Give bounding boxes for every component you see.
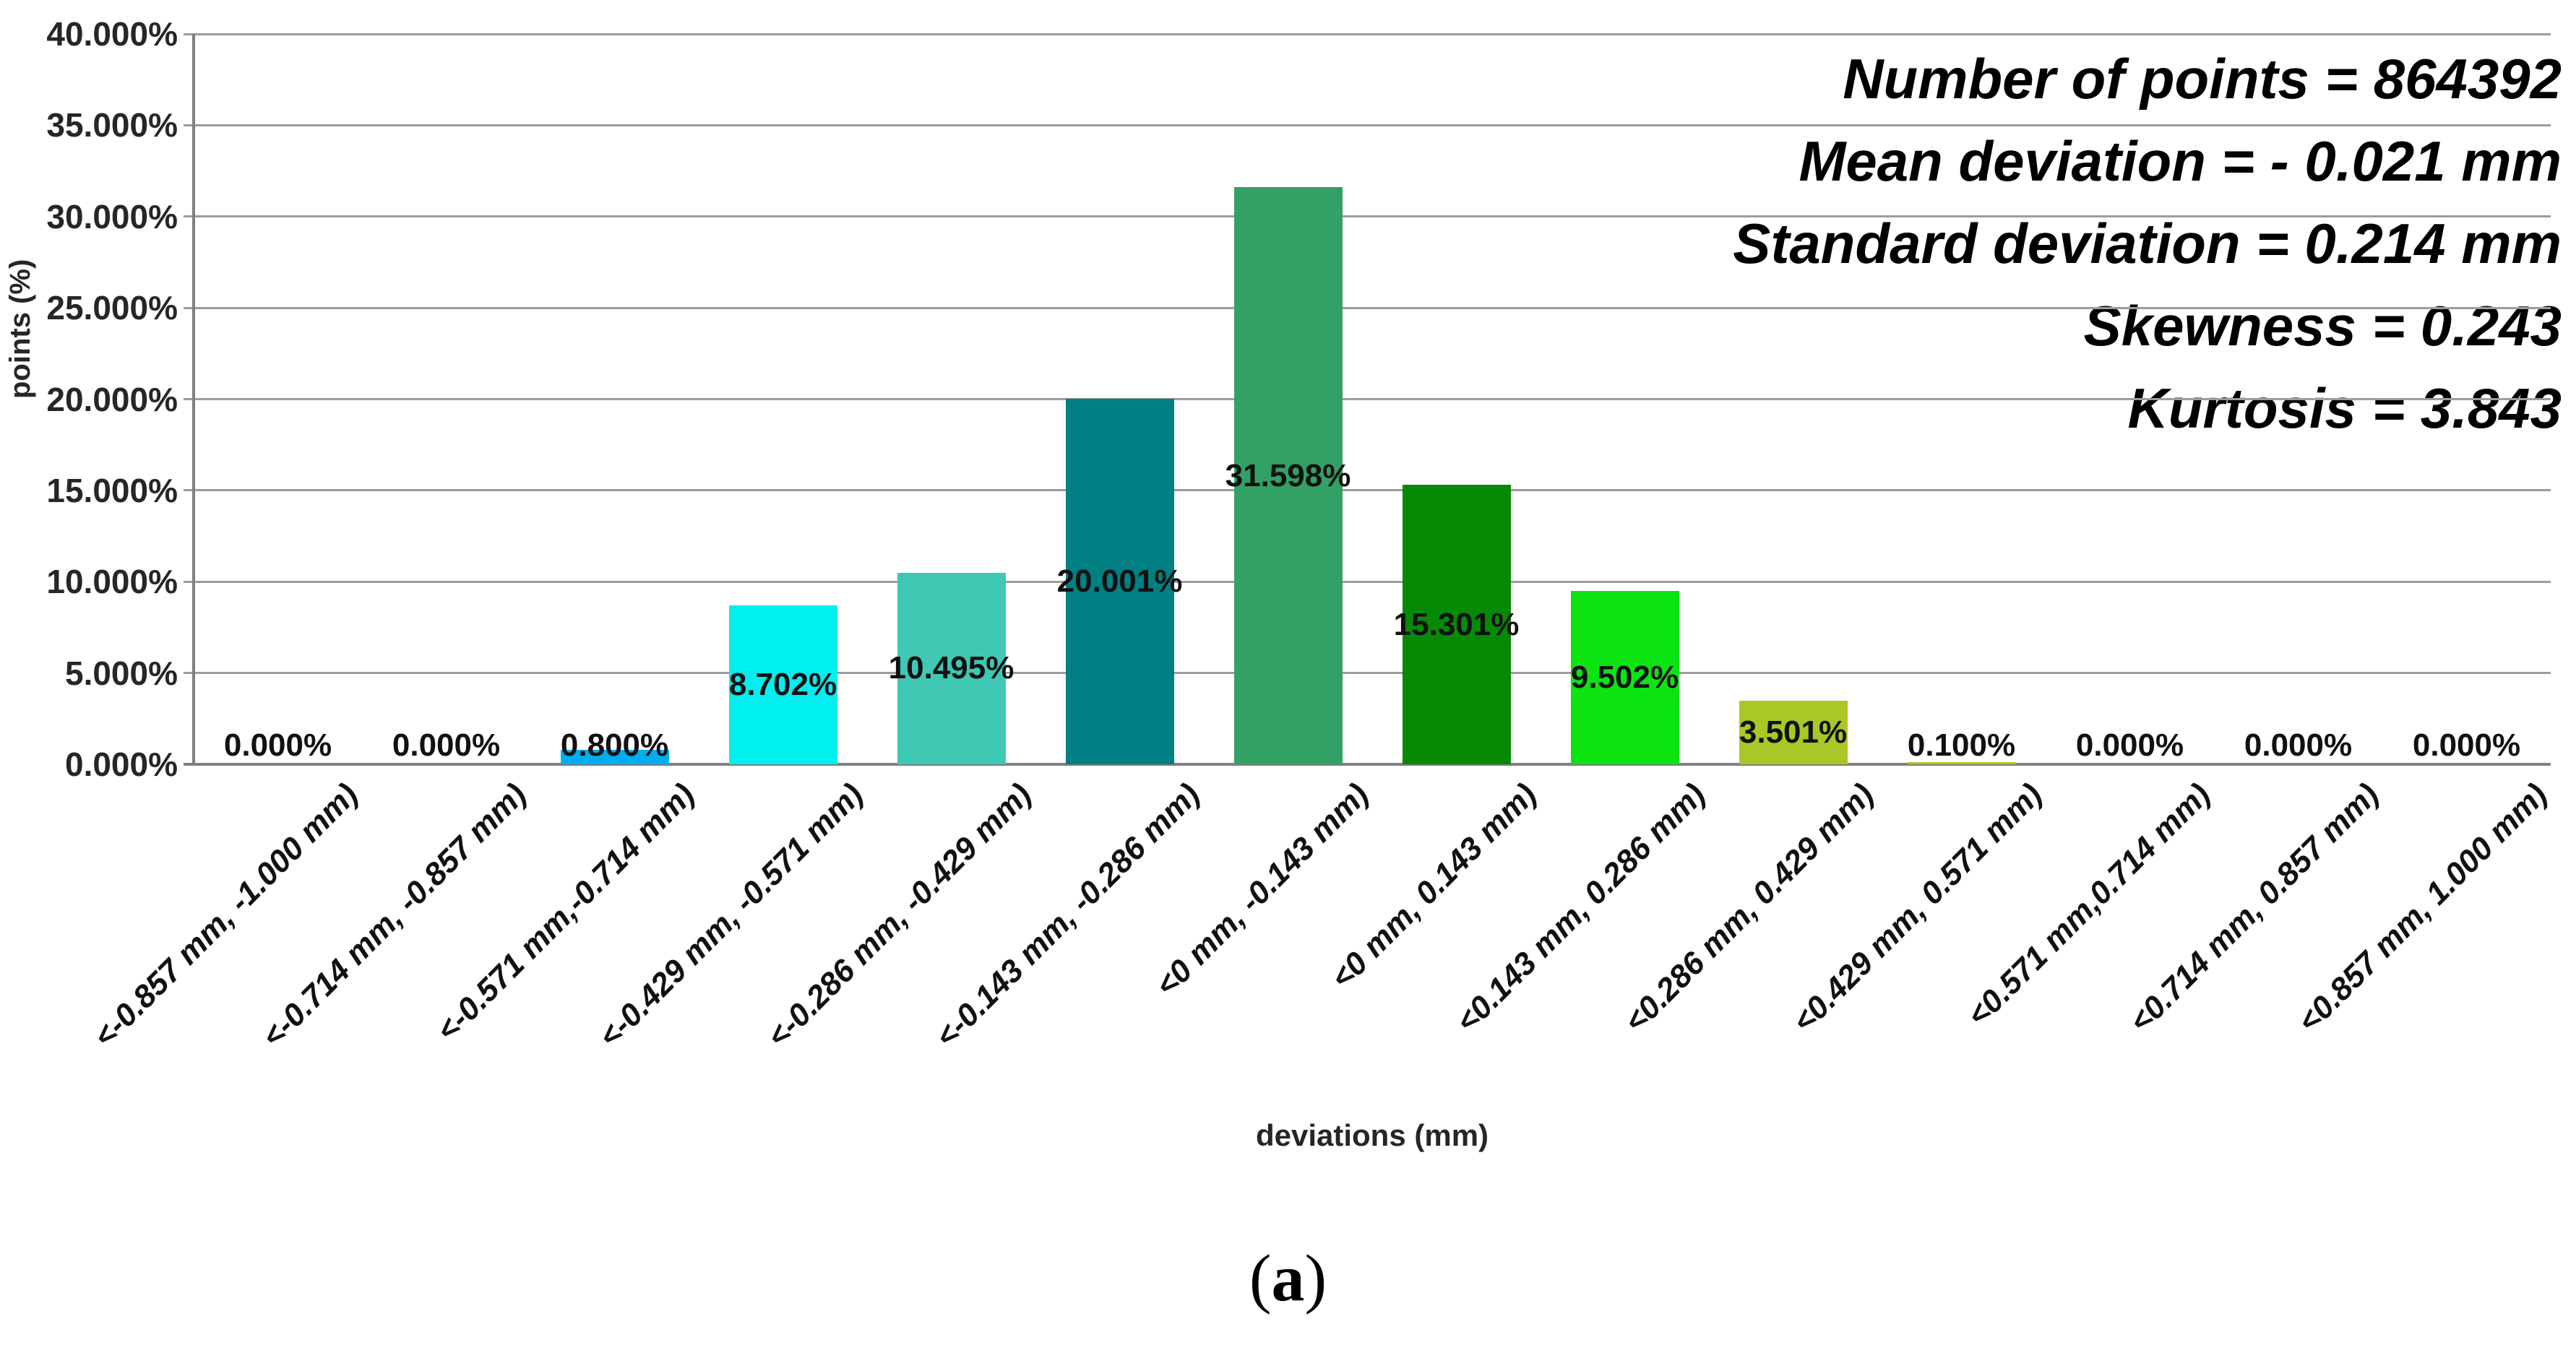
- y-tick-label: 0.000%: [64, 746, 178, 783]
- y-tick-label: 25.000%: [46, 289, 178, 327]
- bar-value-label: 3.501%: [1739, 714, 1848, 750]
- stats-annotation: Number of points = 864392 Mean deviation …: [1733, 38, 2562, 449]
- gridline: [184, 306, 2551, 309]
- caption-paren-open: (: [1249, 1241, 1272, 1315]
- bar: [897, 572, 1006, 764]
- bar: [1907, 762, 2016, 764]
- bar-value-label: 0.000%: [2412, 727, 2521, 763]
- bar-value-label: 20.001%: [1056, 563, 1183, 600]
- x-tick-label: <-0.857 mm, -1.000 mm): [87, 777, 366, 1055]
- bar: [560, 749, 669, 764]
- gridline: [184, 124, 2551, 126]
- gridline: [184, 672, 2551, 675]
- bar-value-label: 0.000%: [2244, 727, 2353, 763]
- bar: [1570, 590, 1679, 764]
- gridline: [184, 580, 2551, 583]
- x-axis-line: [184, 763, 2551, 766]
- y-tick-label: 40.000%: [46, 15, 178, 53]
- bar: [1233, 187, 1343, 764]
- bar-value-label: 15.301%: [1393, 606, 1520, 642]
- bar: [728, 605, 837, 764]
- y-tick-label: 10.000%: [46, 563, 178, 601]
- bar-value-label: 9.502%: [1570, 659, 1679, 695]
- y-axis-title: points (%): [4, 259, 36, 399]
- x-axis-title: deviations (mm): [1255, 1118, 1489, 1152]
- y-tick-label: 20.000%: [46, 380, 178, 418]
- bar-value-label: 0.000%: [392, 727, 501, 763]
- bar: [1065, 399, 1174, 764]
- stat-line: Standard deviation = 0.214 mm: [1733, 212, 2562, 275]
- y-axis-line: [192, 34, 195, 764]
- bar-value-label: 8.702%: [728, 667, 837, 703]
- y-tick-label: 15.000%: [46, 471, 178, 509]
- bar-value-label: 0.800%: [560, 727, 669, 763]
- bar: [1739, 700, 1848, 764]
- bar-value-label: 0.000%: [2075, 727, 2184, 763]
- y-tick-label: 30.000%: [46, 197, 178, 236]
- y-tick-label: 35.000%: [46, 106, 178, 144]
- gridline: [184, 398, 2551, 400]
- bar: [1402, 485, 1511, 764]
- y-tick-label: 5.000%: [64, 654, 178, 692]
- gridline: [184, 215, 2551, 218]
- stat-line: Kurtosis = 3.843: [2127, 376, 2562, 440]
- bar-value-label: 0.000%: [223, 727, 332, 763]
- stat-line: Mean deviation = - 0.021 mm: [1799, 129, 2562, 193]
- caption-paren-close: ): [1304, 1241, 1327, 1315]
- bar-value-label: 10.495%: [888, 650, 1015, 686]
- gridline: [184, 489, 2551, 492]
- bar-value-label: 31.598%: [1225, 457, 1351, 493]
- plot-area: 0.000% 0.000% 0.800% 8.702% 10.495% 20.001% 31…: [184, 33, 2551, 766]
- stat-line: Number of points = 864392: [1843, 47, 2562, 111]
- gridline: [184, 33, 2551, 35]
- caption-letter: a: [1271, 1241, 1305, 1315]
- figure-caption: (a): [0, 1240, 2576, 1316]
- bar-value-label: 0.100%: [1907, 727, 2016, 763]
- stat-line: Skewness = 0.243: [2083, 294, 2562, 358]
